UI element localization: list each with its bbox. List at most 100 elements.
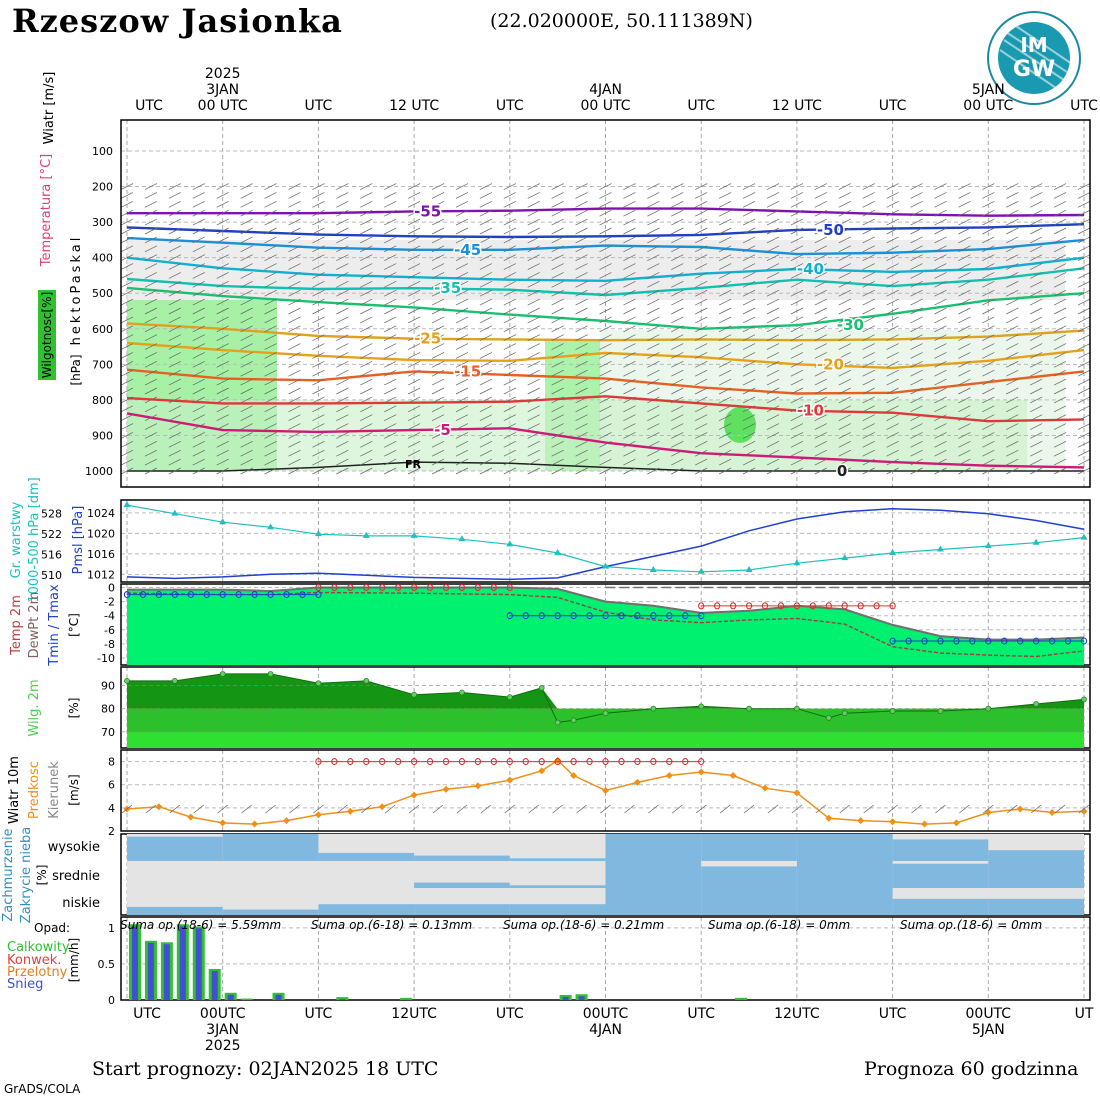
wind-barb [814,281,827,288]
wind-barb [503,343,516,350]
wind-barb [958,254,971,261]
wind-barb [168,218,182,226]
wind-barb [479,307,493,315]
wind-barb [144,343,158,350]
wind-barb [1029,343,1043,350]
isotherm-label: -45 [454,241,481,259]
wind-barb [121,423,134,430]
wind-barb [168,281,182,288]
wind-barb [527,254,540,261]
pressure-tick-label: 200 [92,181,113,194]
wind-barb [503,423,516,430]
isotherm-label: -15 [454,362,481,380]
prec-snow-bar [179,926,186,1000]
wind-barb [695,467,708,475]
wind-barb [718,458,732,466]
legend-snieg: Snieg [7,977,43,992]
wind-barb [862,458,875,466]
wind-barb [958,369,971,377]
wind-barb [814,405,827,413]
wind-barb [455,352,469,359]
wind-barb [814,245,827,253]
wind-barb [407,334,421,341]
wind-barb [862,201,875,208]
wind-barb [121,218,134,226]
wind-barb [455,467,469,475]
wind-barb [551,201,564,208]
wind-barb [838,467,851,475]
wind-barb [407,405,421,413]
wind-barb [671,209,684,217]
wind-barb [718,387,732,395]
wind-barb [144,467,158,475]
wind-barb [599,263,612,270]
wind-barb [886,458,899,466]
wind-barb [407,192,421,199]
wind-barb [551,227,564,235]
wind-barb [886,387,899,395]
wind-barb [982,201,995,208]
wind-barb [934,369,947,377]
wind-barb [838,192,851,199]
wind-barb [671,307,684,315]
wind-barb [790,441,804,448]
wind-barb [718,281,732,288]
wind-barb [455,263,469,270]
temp-tick-label: 0 [108,582,115,595]
wind-barb [336,325,349,333]
tmax-marker [474,583,482,592]
bottom-time-label: 00UTC [966,1006,1012,1022]
wind-barb [742,236,756,244]
wind-barb [264,209,277,217]
prec-sum-label: Suma op.(18-6) = 5.59mm [120,918,281,932]
wind-barb [862,236,875,244]
wind-barb [144,245,158,253]
wind-barb [766,414,780,421]
wind-barb [240,325,253,333]
wind-barb [575,458,588,466]
wind-barb [288,201,301,208]
tmin-marker [1080,637,1088,645]
gr-marker [362,531,370,538]
wind-barb [790,378,804,386]
wind-barb [1077,396,1090,404]
wind-barb [575,432,588,439]
wind-barb [288,183,301,190]
wind-barb [360,432,373,439]
wind-barb [431,192,445,199]
wind-barb [647,361,660,368]
gr-marker [219,518,227,525]
wind-barb [886,343,899,350]
wind-barb [216,432,229,439]
wind-barb [910,405,923,413]
wind-barb [647,467,660,475]
wind-direction-barb [217,804,228,814]
wind-barb [527,396,540,404]
wind-barb [766,369,780,377]
wind-barb [407,369,421,377]
wind-barb [384,209,397,217]
wind-barb [718,218,732,226]
wind-barb [671,396,684,404]
wind-barb [216,209,229,217]
wind-barb [814,343,827,350]
wind-barb [1053,183,1067,190]
wind-barb [384,423,397,430]
gr-marker [314,530,322,537]
wind-barb [766,449,780,457]
cloud-cover-cell [222,834,319,861]
wind-barb [1053,449,1067,457]
pressure-tick-label: 600 [92,323,113,336]
wind-barb [790,307,804,315]
tmax-marker [889,602,896,610]
wind-barb [479,316,493,324]
wind-barb [216,183,229,190]
gr-unit-label: 1000-500 hPa [dm] [27,477,42,602]
wind-barb [455,387,469,395]
wind-barb [479,378,493,386]
panel-frame-upper [120,119,1091,488]
wind-barb [168,387,182,395]
bottom-time-label: UT [1075,1006,1094,1022]
wind-barb [886,369,899,377]
wind-barb [838,272,851,279]
